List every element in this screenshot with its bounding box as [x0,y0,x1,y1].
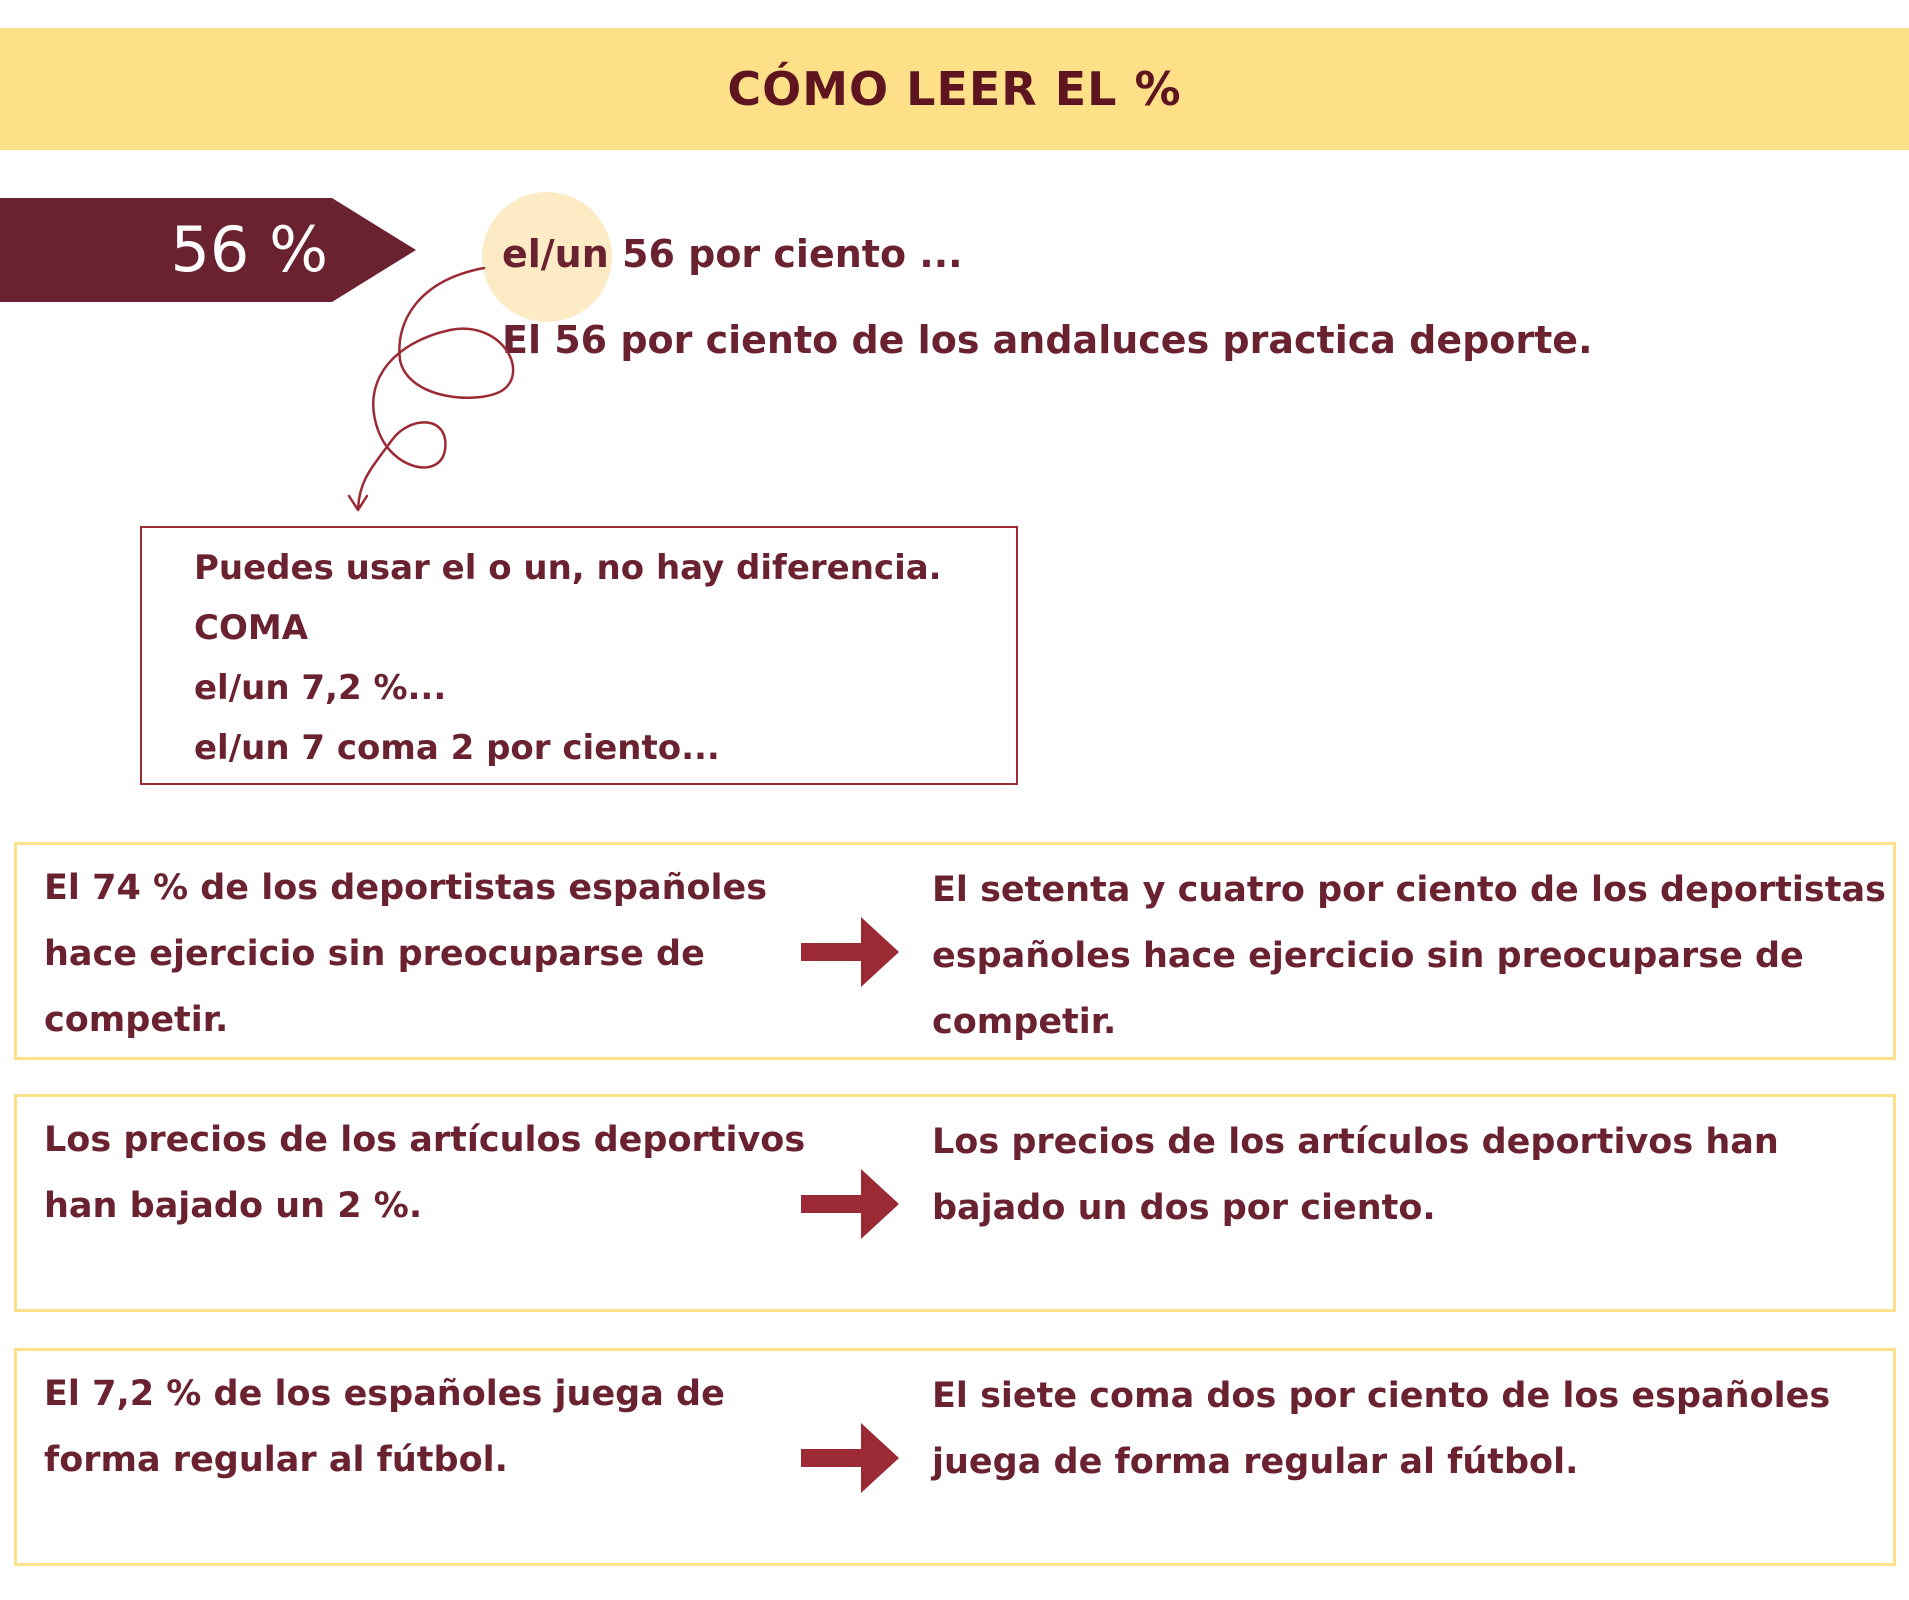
note-line: COMA [194,608,309,648]
example-sentence: El 56 por ciento de los andaluces practi… [502,318,1593,362]
right-arrow-icon [801,1169,899,1239]
right-arrow-icon [801,1423,899,1493]
percent-value: 56 % [170,213,328,286]
spoken-form: Los precios de los artículos deportivos … [932,1122,1779,1228]
written-form: Los precios de los artículos deportivos … [44,1120,806,1226]
highlight-circle [482,192,612,322]
note-box: Puedes usar el o un, no hay diferencia. … [140,526,1018,785]
note-line: el/un 7,2 %... [194,668,447,708]
title-banner: CÓMO LEER EL % [0,28,1909,150]
note-line: el/un 7 coma 2 por ciento... [194,728,720,768]
written-form: El 74 % de los deportistas españoles hac… [44,868,768,1040]
spoken-form: El siete coma dos por ciento de los espa… [932,1376,1831,1482]
written-form: El 7,2 % de los españoles juega de forma… [44,1374,725,1480]
right-arrow-icon [801,917,899,987]
percent-tag: 56 % [0,198,416,302]
reading-text: el/un 56 por ciento ... [502,232,963,276]
example-box: Los precios de los artículos deportivos … [14,1094,1896,1312]
example-box: El 7,2 % de los españoles juega de forma… [14,1348,1896,1566]
curly-arrow-icon [347,266,515,512]
example-box: El 74 % de los deportistas españoles hac… [14,842,1896,1060]
note-line: Puedes usar el o un, no hay diferencia. [194,548,942,588]
spoken-form: El setenta y cuatro por ciento de los de… [932,870,1886,1042]
page-title: CÓMO LEER EL % [727,62,1182,116]
